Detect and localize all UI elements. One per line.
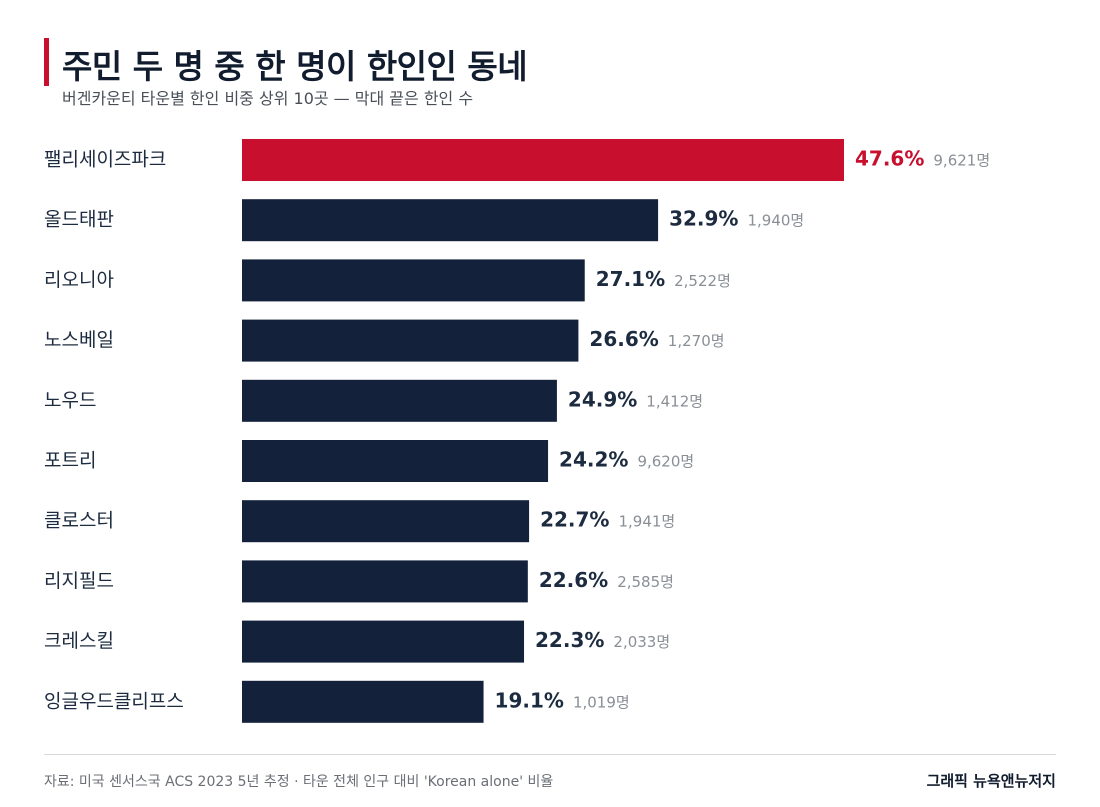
count-label: 1,940명 [747, 212, 804, 230]
bar [242, 500, 530, 543]
category-label: 포트리 [44, 450, 96, 472]
category-label: 리오니아 [44, 269, 114, 291]
count-label: 1,270명 [668, 332, 725, 350]
bar [242, 259, 585, 302]
bar [242, 199, 659, 242]
value-label: 27.1% [596, 267, 665, 291]
footer-divider [44, 754, 1056, 755]
category-label: 올드태판 [44, 209, 114, 231]
bar [242, 560, 528, 603]
bar [242, 680, 484, 723]
value-label: 22.7% [540, 508, 609, 532]
category-label: 크레스킬 [44, 630, 114, 652]
count-label: 2,033명 [613, 633, 670, 651]
category-label: 팰리세이즈파크 [44, 149, 166, 171]
category-label: 클로스터 [44, 510, 114, 532]
source-note: 자료: 미국 센서스국 ACS 2023 5년 추정 · 타운 전체 인구 대비… [44, 774, 554, 790]
value-label: 22.6% [539, 568, 608, 592]
value-label: 19.1% [495, 688, 564, 712]
value-label: 26.6% [589, 327, 658, 351]
count-label: 9,620명 [637, 453, 694, 471]
bar [242, 440, 549, 482]
category-label: 잉글우드클리프스 [44, 690, 184, 712]
bar [242, 620, 525, 663]
count-label: 9,621명 [933, 152, 990, 170]
graphic-credit: 그래픽 뉴욕앤뉴저지 [926, 772, 1056, 790]
chart-title: 주민 두 명 중 한 명이 한인인 동네 [62, 47, 528, 86]
title-accent-bar [44, 38, 49, 86]
category-label: 리지필드 [44, 570, 114, 592]
bar [242, 379, 557, 422]
count-label: 1,019명 [573, 693, 630, 711]
count-label: 1,412명 [646, 392, 703, 410]
bar [242, 319, 579, 362]
value-label: 22.3% [535, 628, 604, 652]
value-label: 32.9% [669, 207, 738, 231]
count-label: 2,522명 [674, 272, 731, 290]
value-label: 24.9% [568, 387, 637, 411]
category-label: 노우드 [44, 389, 96, 411]
value-label: 24.2% [559, 448, 628, 472]
count-label: 2,585명 [617, 573, 674, 591]
bar [242, 139, 844, 181]
value-label: 47.6% [855, 147, 924, 171]
chart-subtitle: 버겐카운티 타운별 한인 비중 상위 10곳 — 막대 끝은 한인 수 [62, 89, 474, 108]
category-label: 노스베일 [44, 329, 114, 351]
count-label: 1,941명 [618, 513, 675, 531]
